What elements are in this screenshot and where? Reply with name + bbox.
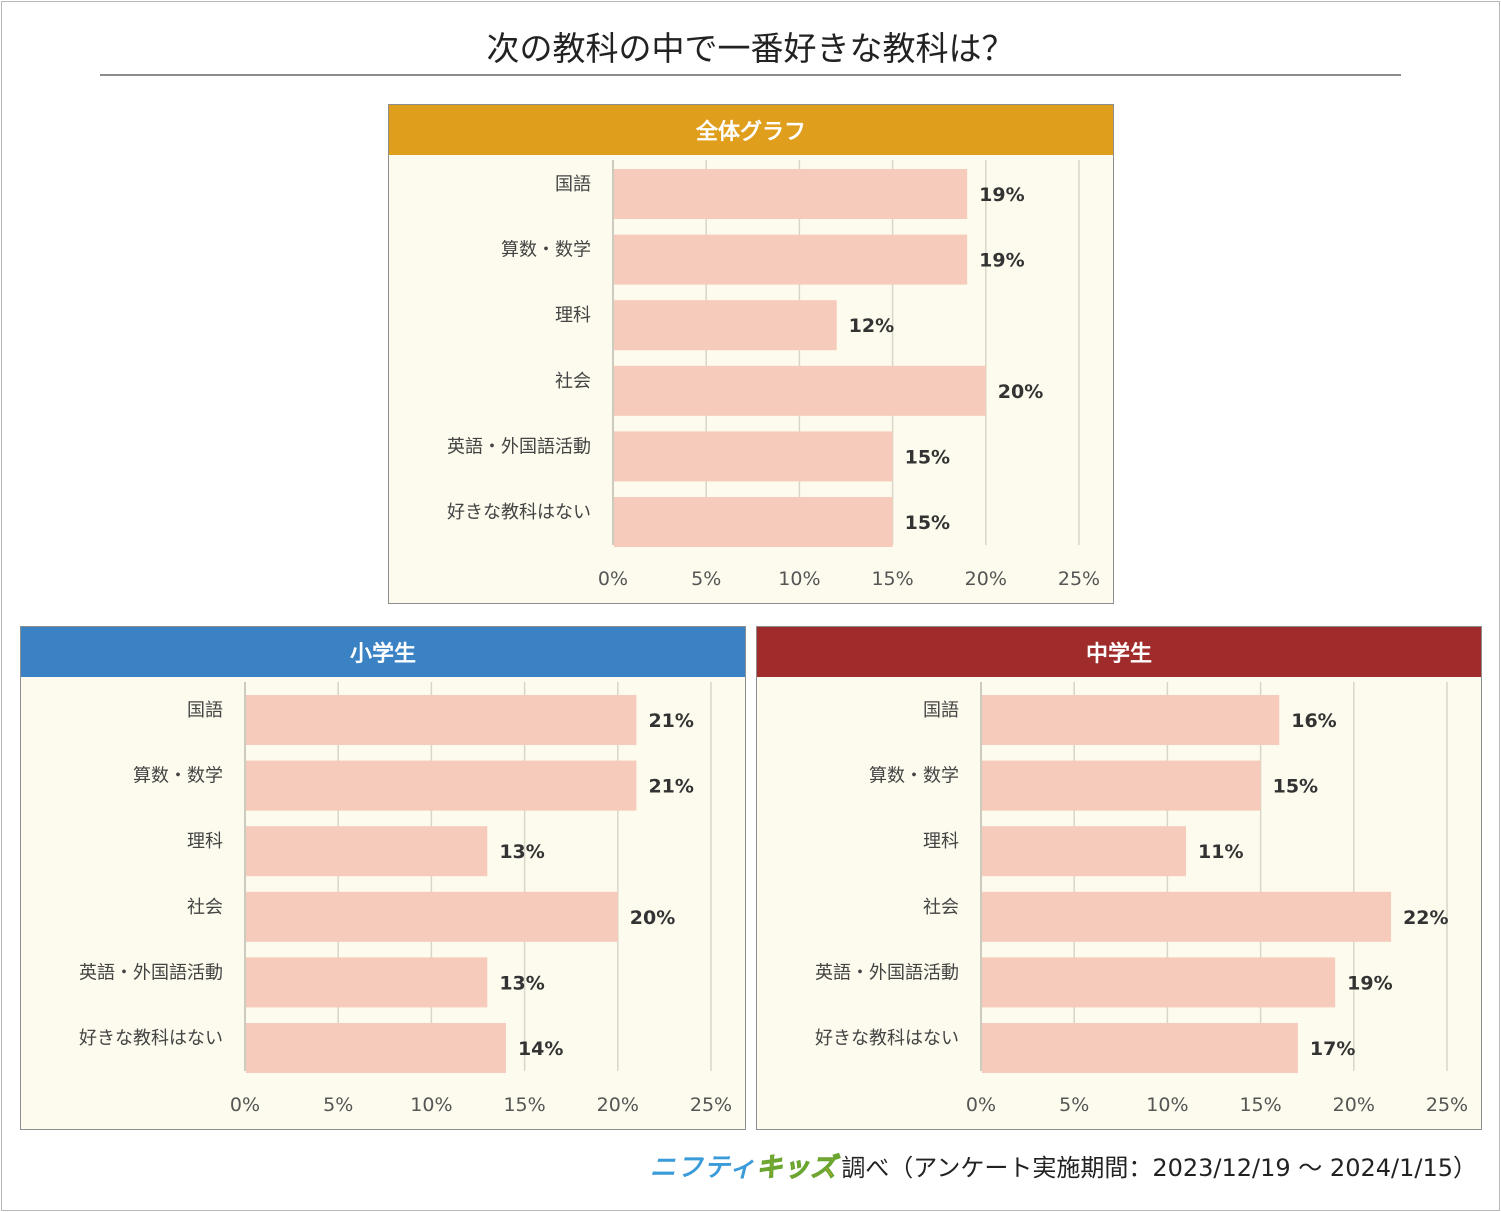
- category-label: 好きな教科はない: [79, 1028, 223, 1049]
- value-label: 22%: [1403, 907, 1448, 929]
- bar: [614, 234, 968, 285]
- x-tick-label: 5%: [691, 568, 721, 590]
- bar: [614, 169, 968, 219]
- value-label: 19%: [1347, 972, 1392, 994]
- category-label: 英語・外国語活動: [815, 962, 959, 983]
- logo-text-part1: ニフティ: [649, 1153, 757, 1183]
- value-label: 21%: [648, 776, 693, 798]
- bar: [246, 695, 637, 745]
- niftykids-logo: ニフティキッズ: [650, 1147, 837, 1184]
- title-divider: [100, 74, 1401, 76]
- elementary-chart-header: 小学生: [21, 627, 745, 677]
- footer-credit: ニフティキッズ 調べ（アンケート実施期間：2023/12/19 〜 2024/1…: [650, 1147, 1477, 1184]
- category-label: 英語・外国語活動: [79, 962, 223, 983]
- value-label: 13%: [499, 841, 544, 863]
- x-tick-label: 10%: [778, 568, 820, 590]
- value-label: 20%: [630, 907, 675, 929]
- category-label: 社会: [555, 371, 591, 392]
- x-tick-label: 5%: [1059, 1094, 1089, 1116]
- category-label: 国語: [187, 700, 223, 721]
- value-label: 19%: [979, 250, 1024, 272]
- x-tick-label: 25%: [1058, 568, 1100, 590]
- category-label: 好きな教科はない: [447, 502, 591, 523]
- junior-high-chart-header: 中学生: [757, 627, 1481, 677]
- value-label: 11%: [1198, 841, 1243, 863]
- value-label: 12%: [849, 315, 894, 337]
- category-label: 社会: [187, 897, 223, 918]
- x-tick-label: 25%: [690, 1094, 732, 1116]
- x-tick-label: 10%: [410, 1094, 452, 1116]
- overall-bar-chart: 0% 5% 10% 15% 20% 25% 国語 19% 算数・数学 19% 理科 12% 社会 20% 英…: [447, 160, 1100, 590]
- bar: [982, 760, 1261, 811]
- footer-survey-text: 調べ（アンケート実施期間：2023/12/19 〜 2024/1/15）: [841, 1154, 1477, 1182]
- value-label: 15%: [905, 512, 950, 534]
- elementary-bar-chart: 0% 5% 10% 15% 20% 25% 国語 21% 算数・数学 21% 理科 13% 社会 20% 英…: [79, 682, 732, 1116]
- x-tick-label: 25%: [1426, 1094, 1468, 1116]
- value-label: 13%: [499, 972, 544, 994]
- bar: [982, 891, 1392, 942]
- x-tick-label: 0%: [966, 1094, 996, 1116]
- bar: [246, 760, 637, 811]
- x-tick-label: 20%: [965, 568, 1007, 590]
- category-label: 算数・数学: [869, 766, 959, 787]
- value-label: 17%: [1310, 1038, 1355, 1060]
- bar: [246, 957, 488, 1008]
- category-label: 理科: [555, 305, 591, 326]
- category-label: 英語・外国語活動: [447, 436, 591, 457]
- bar: [246, 826, 488, 877]
- elementary-chart-panel: 小学生 0% 5% 10% 15% 20% 25% 国語 21% 算数・数学 21% 理科 13% 社会…: [20, 626, 746, 1130]
- x-tick-label: 20%: [1333, 1094, 1375, 1116]
- bar: [614, 300, 837, 351]
- category-label: 理科: [923, 831, 959, 852]
- bar: [246, 1023, 506, 1073]
- x-tick-label: 15%: [503, 1094, 545, 1116]
- value-label: 20%: [998, 381, 1043, 403]
- x-tick-label: 0%: [230, 1094, 260, 1116]
- page-title: 次の教科の中で一番好きな教科は？: [486, 29, 1015, 68]
- x-tick-label: 10%: [1146, 1094, 1188, 1116]
- overall-chart-panel: 全体グラフ 0% 5% 10% 15% 20% 25% 国語 19% 算数・数学 19% 理科 12%…: [388, 104, 1114, 604]
- logo-text-part2: キッズ: [756, 1153, 838, 1184]
- overall-chart-header: 全体グラフ: [389, 105, 1113, 155]
- category-label: 算数・数学: [133, 766, 223, 787]
- x-tick-label: 0%: [598, 568, 628, 590]
- value-label: 15%: [1273, 776, 1318, 798]
- x-tick-label: 15%: [1239, 1094, 1281, 1116]
- value-label: 14%: [518, 1038, 563, 1060]
- bar: [982, 695, 1280, 745]
- bar: [246, 891, 618, 942]
- bar: [982, 1023, 1298, 1073]
- value-label: 15%: [905, 446, 950, 468]
- category-label: 理科: [187, 831, 223, 852]
- junior-high-bar-chart: 0% 5% 10% 15% 20% 25% 国語 16% 算数・数学 15% 理科 11% 社会 22% 英…: [815, 682, 1468, 1116]
- category-label: 国語: [923, 700, 959, 721]
- value-label: 21%: [648, 710, 693, 732]
- x-tick-label: 20%: [597, 1094, 639, 1116]
- bar: [614, 497, 893, 547]
- bar: [982, 957, 1336, 1008]
- junior-high-chart-panel: 中学生 0% 5% 10% 15% 20% 25% 国語 16% 算数・数学 15% 理科 11% 社会…: [756, 626, 1482, 1130]
- category-label: 算数・数学: [501, 240, 591, 261]
- bar: [614, 431, 893, 482]
- category-label: 社会: [923, 897, 959, 918]
- value-label: 19%: [979, 184, 1024, 206]
- bar: [614, 365, 986, 416]
- category-label: 好きな教科はない: [815, 1028, 959, 1049]
- x-tick-label: 15%: [871, 568, 913, 590]
- category-label: 国語: [555, 174, 591, 195]
- bar: [982, 826, 1187, 877]
- value-label: 16%: [1291, 710, 1336, 732]
- x-tick-label: 5%: [323, 1094, 353, 1116]
